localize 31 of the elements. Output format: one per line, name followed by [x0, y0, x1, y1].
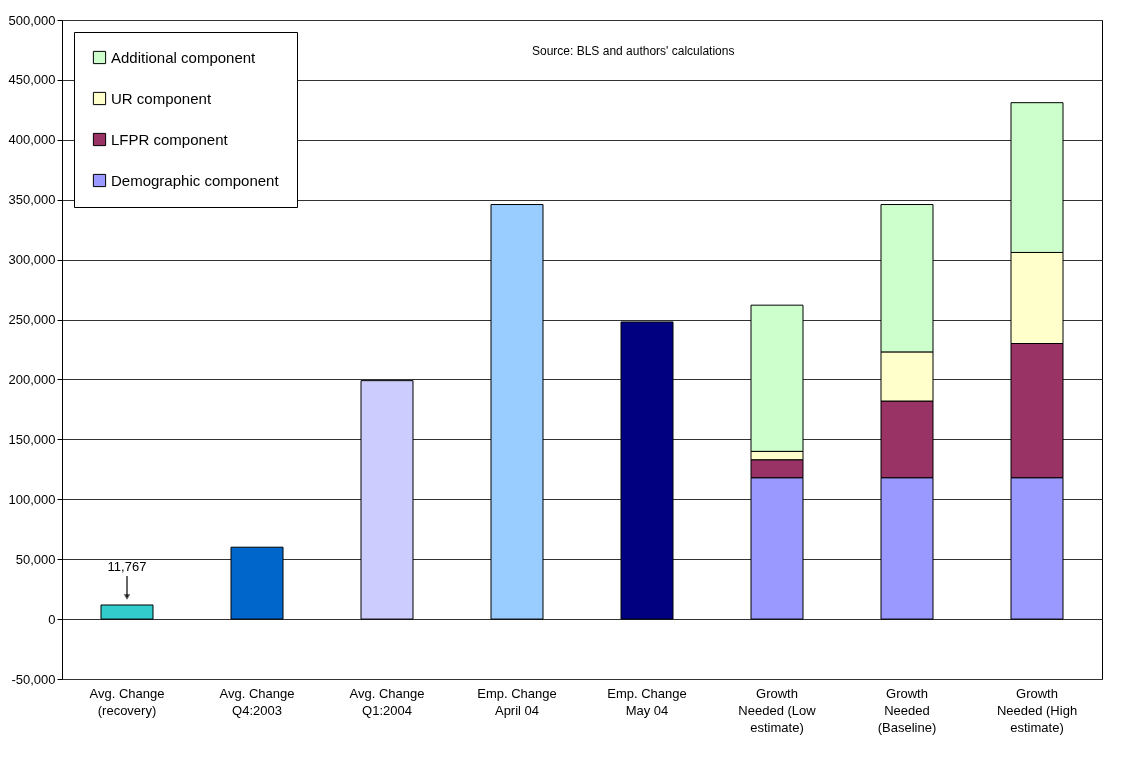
x-tick-label: Emp. Change April 04 — [477, 685, 557, 718]
y-tick-label: 200,000 — [8, 371, 56, 387]
y-tick-label: 100,000 — [8, 491, 56, 507]
y-tick-label: 250,000 — [8, 312, 56, 328]
y-tick-label: 50,000 — [15, 551, 56, 567]
bar — [490, 204, 544, 620]
y-tick-label: 400,000 — [8, 132, 56, 148]
x-tick-label: Growth Needed (High estimate) — [996, 685, 1078, 735]
legend-label: LFPR component — [111, 130, 229, 148]
x-tick-label: Emp. Change May 04 — [607, 685, 687, 718]
legend-label: Additional component — [111, 48, 257, 66]
annotation: Source: BLS and authors' calculations — [532, 44, 735, 58]
x-tick-label: Growth Needed (Low estimate) — [738, 685, 817, 735]
x-tick-label: Avg. Change (recovery) — [89, 685, 165, 718]
y-tick-label: 450,000 — [8, 72, 56, 88]
x-tick-label: Growth Needed (Baseline) — [877, 685, 937, 735]
y-tick-label: 350,000 — [8, 192, 56, 208]
data-label: 11,767 — [107, 558, 147, 574]
x-tick-label: Avg. Change Q1:2004 — [349, 685, 425, 718]
y-tick-label: -50,000 — [11, 671, 56, 687]
bar — [100, 604, 154, 620]
legend-label: Demographic component — [111, 171, 280, 189]
bar — [230, 546, 284, 620]
x-tick-label: Avg. Change Q4:2003 — [219, 685, 295, 718]
legend-label: UR component — [111, 89, 212, 107]
y-tick-label: 150,000 — [8, 431, 56, 447]
bar — [620, 321, 674, 620]
y-tick-label: 300,000 — [8, 252, 56, 268]
bar — [360, 380, 414, 620]
y-tick-label: 0 — [48, 611, 56, 627]
y-tick-label: 500,000 — [8, 12, 56, 28]
